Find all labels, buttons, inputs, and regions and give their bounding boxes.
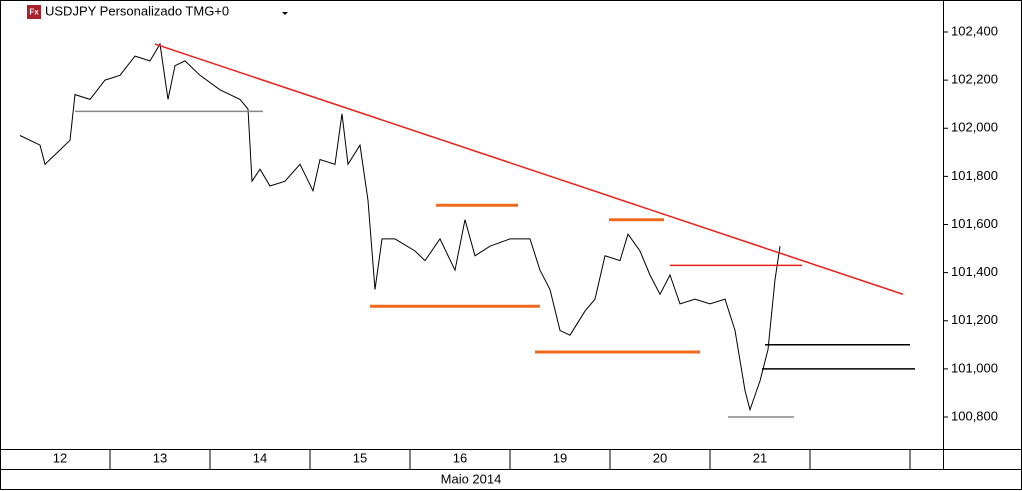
y-tick-label: 102,200 — [951, 72, 998, 87]
y-tick-label: 101,800 — [951, 168, 998, 183]
y-tick-label: 101,600 — [951, 216, 998, 231]
trend-line — [154, 43, 904, 295]
x-tick-label: 14 — [253, 450, 267, 465]
y-tick-label: 102,400 — [951, 23, 998, 38]
x-tick-label: 15 — [353, 450, 367, 465]
x-axis-label: Maio 2014 — [441, 471, 502, 486]
x-tick-label: 21 — [753, 450, 767, 465]
dropdown-arrow[interactable] — [282, 12, 288, 15]
y-tick-label: 102,000 — [951, 120, 998, 135]
chart-title: USDJPY Personalizado TMG+0 — [45, 3, 229, 18]
symbol-icon — [27, 5, 41, 19]
x-tick-label: 20 — [653, 450, 667, 465]
x-tick-label: 16 — [453, 450, 467, 465]
y-tick-label: 101,000 — [951, 360, 998, 375]
y-tick-label: 100,800 — [951, 408, 998, 423]
icon-text: Fx — [29, 8, 39, 17]
y-tick-label: 101,400 — [951, 264, 998, 279]
price-line — [19, 42, 781, 412]
y-tick-label: 101,200 — [951, 312, 998, 327]
x-tick-label: 19 — [553, 450, 567, 465]
x-tick-label: 12 — [53, 450, 67, 465]
x-tick-label: 13 — [153, 450, 167, 465]
